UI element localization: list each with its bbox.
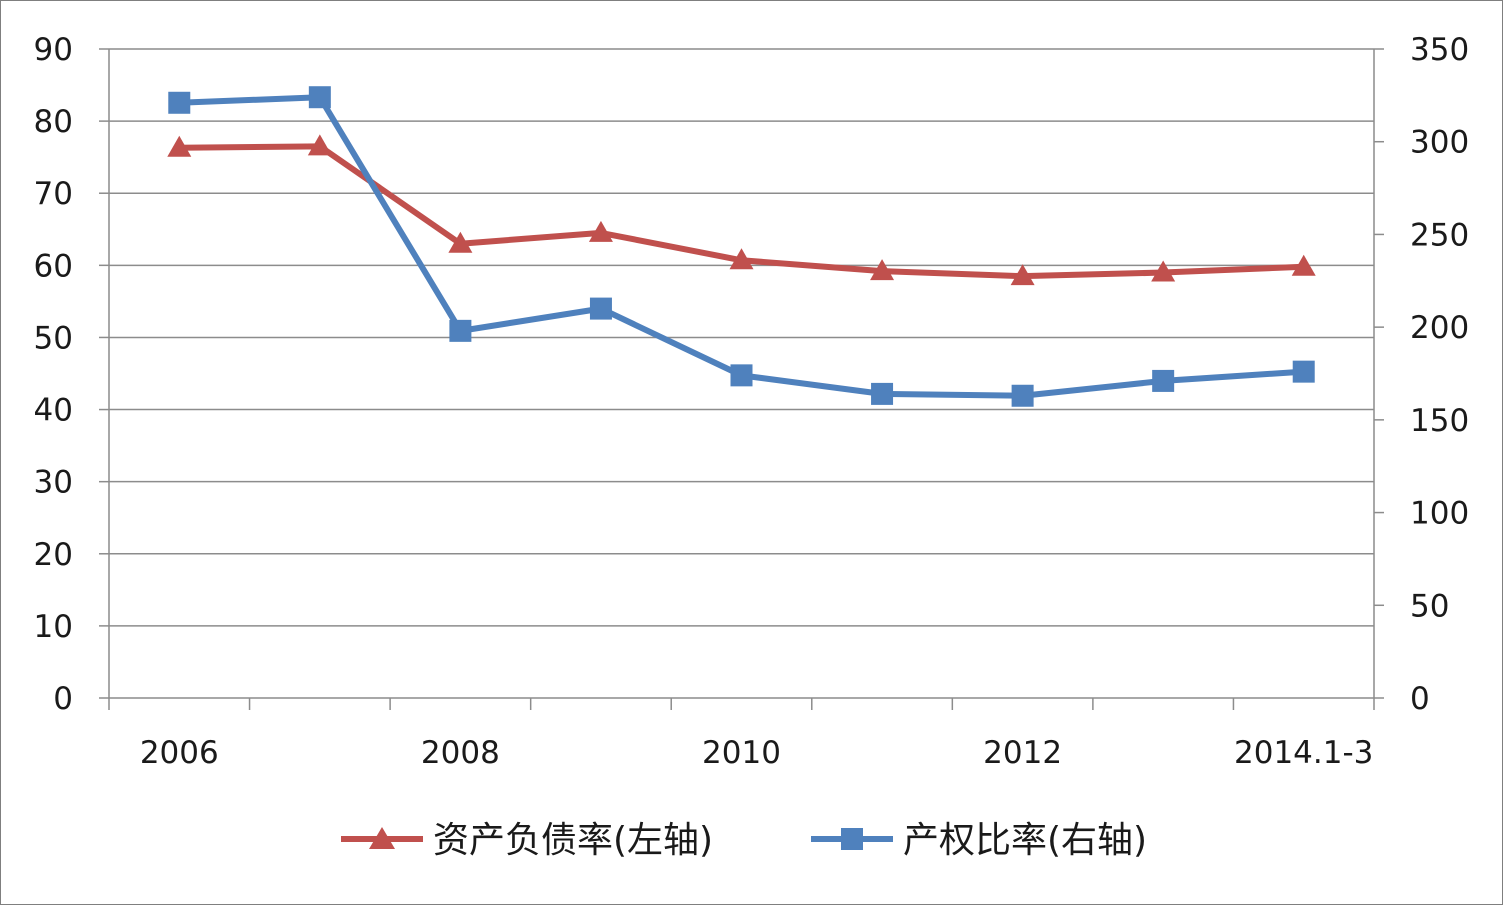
data-point-triangle — [870, 259, 895, 281]
legend-item-debt-ratio: 资产负债率(左轴) — [341, 820, 713, 861]
data-point-triangle — [1010, 264, 1035, 286]
right-axis-tick-label: 250 — [1410, 217, 1469, 253]
data-point-square — [308, 86, 331, 109]
data-point-triangle — [448, 231, 473, 253]
right-axis-tick-label: 150 — [1410, 403, 1469, 439]
right-axis-tick-label: 100 — [1410, 496, 1469, 532]
legend-item-equity-ratio: 产权比率(右轴) — [811, 820, 1147, 861]
left-axis-tick-label: 80 — [34, 104, 73, 140]
left-axis-tick-label: 50 — [34, 320, 73, 356]
left-axis-tick-label: 30 — [34, 465, 73, 501]
data-point-square — [730, 364, 753, 387]
data-point-square — [871, 382, 894, 405]
data-point-triangle — [167, 135, 192, 157]
data-point-triangle — [588, 220, 613, 242]
left-axis-tick-label: 90 — [34, 32, 73, 68]
legend-marker-square — [841, 828, 863, 850]
left-axis-tick-label: 0 — [53, 681, 73, 717]
data-point-square — [449, 319, 472, 342]
right-axis-tick-label: 0 — [1410, 681, 1430, 717]
x-axis-tick-label: 2012 — [983, 735, 1062, 771]
x-axis-tick-label: 2008 — [421, 735, 500, 771]
right-axis-tick-label: 300 — [1410, 125, 1469, 161]
right-axis-tick-label: 350 — [1410, 32, 1469, 68]
series-line — [179, 94, 1304, 399]
left-axis-tick-label: 60 — [34, 248, 73, 284]
x-axis-tick-label: 2006 — [140, 735, 219, 771]
left-axis-tick-label: 70 — [34, 176, 73, 212]
x-axis-tick-label: 2010 — [702, 735, 781, 771]
series-debt-ratio — [167, 134, 1316, 286]
legend-marker-triangle — [369, 827, 395, 849]
left-axis-tick-label: 40 — [34, 393, 73, 429]
right-axis-tick-label: 200 — [1410, 310, 1469, 346]
data-point-triangle — [1291, 254, 1316, 276]
data-point-square — [589, 297, 612, 320]
data-point-triangle — [307, 134, 332, 156]
data-point-triangle — [729, 248, 754, 270]
right-axis-tick-label: 50 — [1410, 588, 1449, 624]
data-point-triangle — [1151, 260, 1176, 282]
legend: 资产负债率(左轴) 产权比率(右轴) — [341, 820, 1147, 861]
data-point-square — [1011, 384, 1034, 407]
data-point-square — [168, 91, 191, 114]
left-axis-tick-label: 20 — [34, 537, 73, 573]
data-point-square — [1292, 360, 1315, 383]
series-equity-ratio — [168, 86, 1315, 407]
left-axis-tick-label: 10 — [34, 609, 73, 645]
legend-label-equity-ratio: 产权比率(右轴) — [903, 820, 1147, 861]
axes: 0 10 20 30 40 50 60 70 80 90 0 50 100 150 200 250 300 350… — [34, 32, 1470, 771]
series-layer — [167, 86, 1316, 407]
data-point-square — [1152, 369, 1175, 392]
gridlines — [109, 48, 1374, 627]
x-axis-tick-label: 2014.1-3 — [1234, 735, 1373, 771]
legend-label-debt-ratio: 资产负债率(左轴) — [433, 820, 713, 861]
